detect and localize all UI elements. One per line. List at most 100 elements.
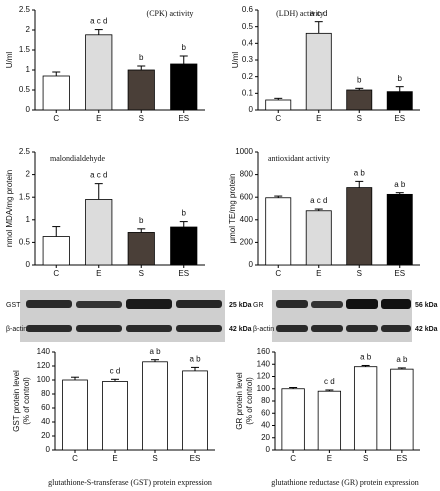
blot-kda: 25 kDa [229,302,252,309]
bar [142,361,168,451]
x-tick-label: ES [397,454,408,463]
bar [305,210,332,266]
y-tick-label: 0 [26,260,31,269]
bar [62,379,88,451]
y-tick-label: 0.1 [242,88,254,97]
bar [281,388,305,451]
y-tick-label: 60 [41,403,50,412]
bar [127,232,155,266]
y-tick-label: 0 [266,445,271,454]
x-tick-label: ES [394,114,405,123]
significance-label: a b [354,168,366,177]
significance-label: a b [394,180,406,189]
x-tick-label: S [363,454,368,463]
significance-label: c d [110,366,121,375]
y-tick-label: 2.5 [19,147,31,156]
y-tick-label: 1 [26,215,31,224]
y-tick-label: 800 [240,170,254,179]
y-tick-label: 1000 [235,147,253,156]
chart-title: antioxidant activity [268,154,330,163]
y-tick-label: 0.3 [242,55,254,64]
y-tick-label: 80 [41,389,50,398]
blot-kda: 42 kDa [415,326,438,333]
x-tick-label: E [327,454,332,463]
x-tick-label: C [53,269,59,278]
significance-label: a c d [310,9,327,18]
gr-blot [272,290,412,342]
blot-protein: GR [253,302,264,309]
significance-label: a c d [90,171,107,180]
x-tick-label: E [316,269,321,278]
significance-label: a b [396,355,408,364]
bar [386,91,413,111]
y-tick-label: 2 [26,25,31,34]
bar [182,370,208,451]
x-tick-label: C [290,454,296,463]
y-tick-label: 20 [261,433,270,442]
bar [346,187,373,266]
y-tick-label: 1.5 [19,192,31,201]
y-tick-label: 0.5 [19,85,31,94]
bar [353,366,378,451]
significance-label: b [182,209,187,218]
significance-label: a c d [90,17,107,26]
significance-label: c d [324,377,335,386]
y-tick-label: 40 [261,421,270,430]
bar [305,32,332,111]
y-tick-label: 400 [240,215,254,224]
x-tick-label: E [96,269,101,278]
y-tick-label: 0.5 [19,238,31,247]
x-tick-label: E [316,114,321,123]
chart-title: malondialdehyde [50,154,106,163]
y-tick-label: 60 [261,408,270,417]
y-tick-label: 0.2 [242,72,254,81]
significance-label: a b [149,347,161,356]
chart-title: (CPK) activity [147,9,194,18]
chart-title: glutathione reductase (GR) protein expre… [271,478,419,487]
x-tick-label: S [152,454,157,463]
y-tick-label: 2.5 [19,5,31,14]
blot-kda: 42 kDa [229,326,252,333]
bar [42,75,70,111]
significance-label: a b [189,355,201,364]
bar [170,63,198,111]
bar [102,380,128,451]
x-tick-label: ES [178,269,189,278]
y-axis-label: (% of control) [22,377,31,425]
y-tick-label: 80 [261,396,270,405]
x-tick-label: C [275,114,281,123]
y-axis-label: nmol MDA/mg protein [5,170,14,247]
y-tick-label: 160 [257,347,271,356]
y-tick-label: 0.4 [242,38,254,47]
bar [390,368,414,451]
x-tick-label: S [357,269,362,278]
y-tick-label: 1.5 [19,45,31,54]
chart-title: (LDH) activity [276,9,324,18]
bar [85,34,113,111]
significance-label: a c d [310,196,327,205]
y-tick-label: 140 [257,359,271,368]
y-tick-label: 0 [249,260,254,269]
x-tick-label: E [96,114,101,123]
y-tick-label: 120 [37,361,51,370]
x-tick-label: ES [178,114,189,123]
significance-label: b [357,75,362,84]
bar [265,99,292,111]
x-tick-label: C [53,114,59,123]
gst-blot [20,290,225,342]
bar [265,197,292,266]
bar [317,390,342,451]
y-axis-label: GST protein level [12,370,21,432]
y-tick-label: 600 [240,192,254,201]
y-axis-label: (% of control) [245,377,254,425]
blot-protein: GST [6,302,21,309]
blot-kda: 56 kDa [415,302,438,309]
y-axis-label: U/ml [5,52,14,69]
y-tick-label: 120 [257,372,271,381]
bar [170,226,198,266]
y-tick-label: 0.6 [242,5,254,14]
y-tick-label: 0 [26,105,31,114]
significance-label: b [139,216,144,225]
x-tick-label: S [357,114,362,123]
